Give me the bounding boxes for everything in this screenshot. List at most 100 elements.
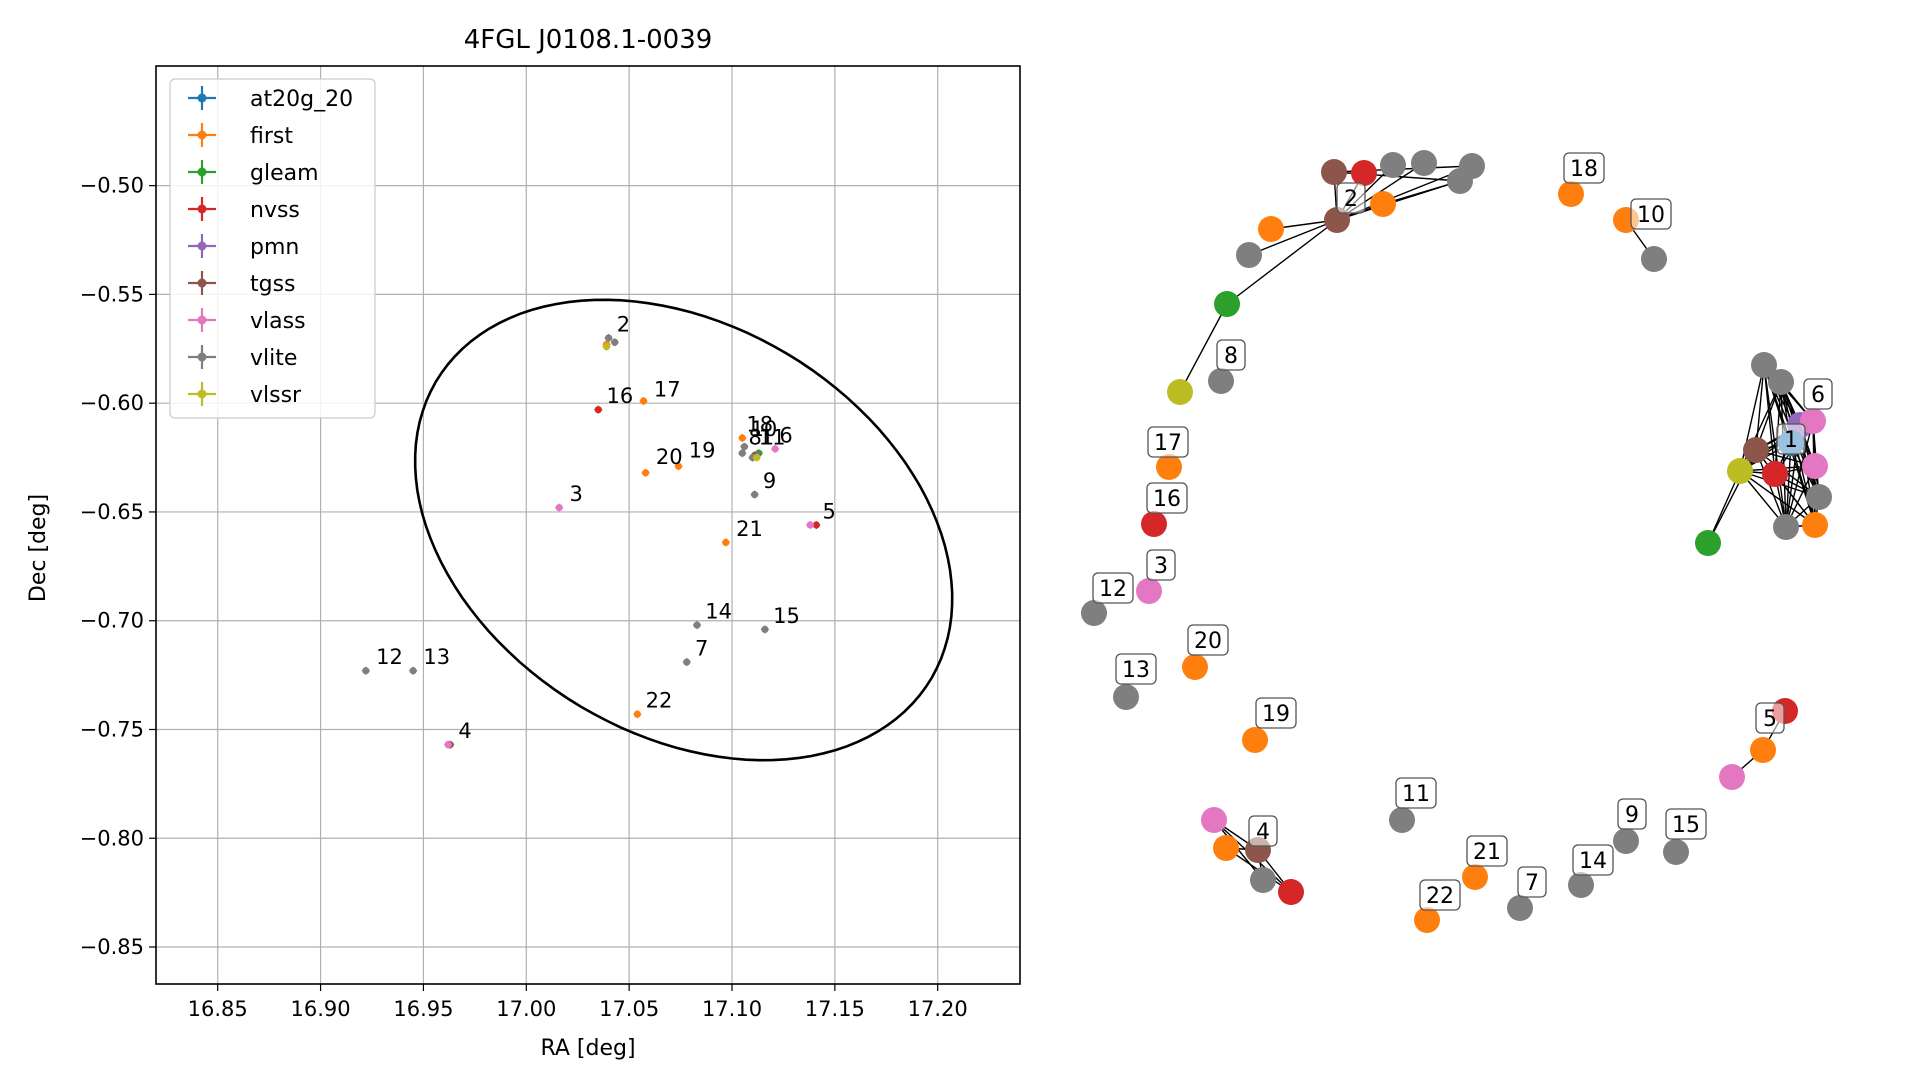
network-label-box xyxy=(1255,697,1297,729)
network-label-box xyxy=(1466,835,1508,867)
network-node-vlite xyxy=(1380,152,1406,178)
legend-marker-vlass xyxy=(197,315,207,325)
network-node-first xyxy=(1258,216,1284,242)
network-node-nvss xyxy=(1351,160,1377,186)
network-label-box xyxy=(1216,339,1246,371)
network-label-box xyxy=(1572,844,1614,876)
point-vlite xyxy=(740,443,748,451)
y-tick-label: −0.50 xyxy=(80,174,144,198)
network-node-vlite xyxy=(1459,153,1485,179)
network-label: 14 xyxy=(1579,849,1607,874)
chart-title: 4FGL J0108.1-0039 xyxy=(464,25,713,55)
legend-label-gleam: gleam xyxy=(250,161,319,186)
point-vlass xyxy=(771,445,779,453)
annotation-label: 22 xyxy=(646,689,673,713)
network-edge xyxy=(1226,219,1338,305)
network-node-nvss xyxy=(1278,879,1304,905)
ellipse-outline xyxy=(413,298,954,762)
network-nodes xyxy=(1081,150,1832,933)
network-node-first xyxy=(1558,181,1584,207)
network-label: 12 xyxy=(1099,577,1127,602)
point-first xyxy=(639,397,648,405)
network-node-vlite xyxy=(1236,242,1262,268)
network-label: 5 xyxy=(1763,707,1777,732)
network-label-box xyxy=(1336,182,1366,214)
legend-label-vlass: vlass xyxy=(250,309,306,334)
network-node-vlass xyxy=(1201,807,1227,833)
network-edge xyxy=(1382,180,1461,205)
network-node-first xyxy=(1802,512,1828,538)
legend-label-pmn: pmn xyxy=(250,235,299,260)
network-node-first xyxy=(1750,737,1776,763)
network-node-tgss xyxy=(1743,437,1769,463)
legend-marker-nvss xyxy=(197,204,207,214)
network-label-box xyxy=(1630,198,1672,230)
network-label-box xyxy=(1248,815,1278,847)
network-label: 4 xyxy=(1256,820,1270,845)
y-tick-label: −0.80 xyxy=(80,826,144,850)
x-axis-label: RA [deg] xyxy=(540,1036,635,1061)
network-node-vlite xyxy=(1773,514,1799,540)
network-node-first xyxy=(1182,654,1208,680)
network-label: 2 xyxy=(1344,187,1358,212)
network-edge xyxy=(1179,303,1228,393)
annotation-label: 20 xyxy=(656,445,683,469)
network-node-first xyxy=(1462,864,1488,890)
x-tick-label: 16.90 xyxy=(291,997,351,1021)
network-labels: 18 10 2 8 61 17 16 3 12 20 13 19 5 11 4 9 15 21 14 7 22 xyxy=(1092,152,1833,911)
annotation-label: 13 xyxy=(423,645,450,669)
network-label: 15 xyxy=(1672,813,1700,838)
network-label-box xyxy=(1665,808,1707,840)
network-label: 17 xyxy=(1154,431,1182,456)
point-vlass xyxy=(806,521,814,529)
network-node-first xyxy=(1213,835,1239,861)
annotation-label: 12 xyxy=(376,645,403,669)
network-node-first xyxy=(1156,454,1182,480)
y-tick-label: −0.55 xyxy=(80,282,144,306)
legend-marker-vlite xyxy=(197,352,207,362)
annotation-label: 17 xyxy=(654,378,681,402)
network-label: 18 xyxy=(1570,157,1598,182)
network-node-first xyxy=(1414,907,1440,933)
legend-label-nvss: nvss xyxy=(250,198,300,223)
network-node-vlite xyxy=(1411,150,1437,176)
network-node-vlass xyxy=(1136,578,1162,604)
network-label-box xyxy=(1187,624,1229,656)
network-node-vlass xyxy=(1800,408,1826,434)
point-vlssr xyxy=(602,343,611,351)
annotation-label: 16 xyxy=(607,384,634,408)
annotation-label: 14 xyxy=(705,600,732,624)
point-vlite xyxy=(611,338,619,346)
point-first xyxy=(738,434,746,442)
point-nvss xyxy=(594,406,602,414)
network-node-vlite xyxy=(1250,867,1276,893)
network-label-box xyxy=(1617,798,1647,830)
annotation-label: 8 xyxy=(748,426,761,450)
legend-label-vlssr: vlssr xyxy=(250,383,302,408)
network-label-box xyxy=(1755,702,1785,734)
point-vlite xyxy=(409,667,417,675)
network-label: 19 xyxy=(1262,702,1290,727)
legend-marker-tgss xyxy=(197,278,207,288)
plot-frame xyxy=(155,65,1021,985)
x-tick-label: 17.10 xyxy=(702,997,762,1021)
point-first xyxy=(722,538,730,547)
network-label-box xyxy=(1776,423,1806,455)
network-edge xyxy=(1755,449,1787,528)
network-label-box xyxy=(1517,866,1547,898)
annotation-label: 19 xyxy=(689,439,716,463)
network-graph: 18 10 2 8 61 17 16 3 12 20 13 19 5 11 4 9 15 21 14 7 22 xyxy=(1081,150,1833,933)
annotation-label: 21 xyxy=(736,517,763,541)
annotation-label: 6 xyxy=(779,423,792,447)
network-label: 16 xyxy=(1153,487,1181,512)
y-tick-label: −0.85 xyxy=(80,935,144,959)
network-label-box xyxy=(1563,152,1605,184)
network-node-nvss xyxy=(1141,511,1167,537)
legend-label-tgss: tgss xyxy=(250,272,296,297)
y-tick-label: −0.65 xyxy=(80,500,144,524)
legend-label-first: first xyxy=(250,124,293,149)
network-edge xyxy=(1790,442,1816,526)
point-vlite xyxy=(604,334,613,342)
